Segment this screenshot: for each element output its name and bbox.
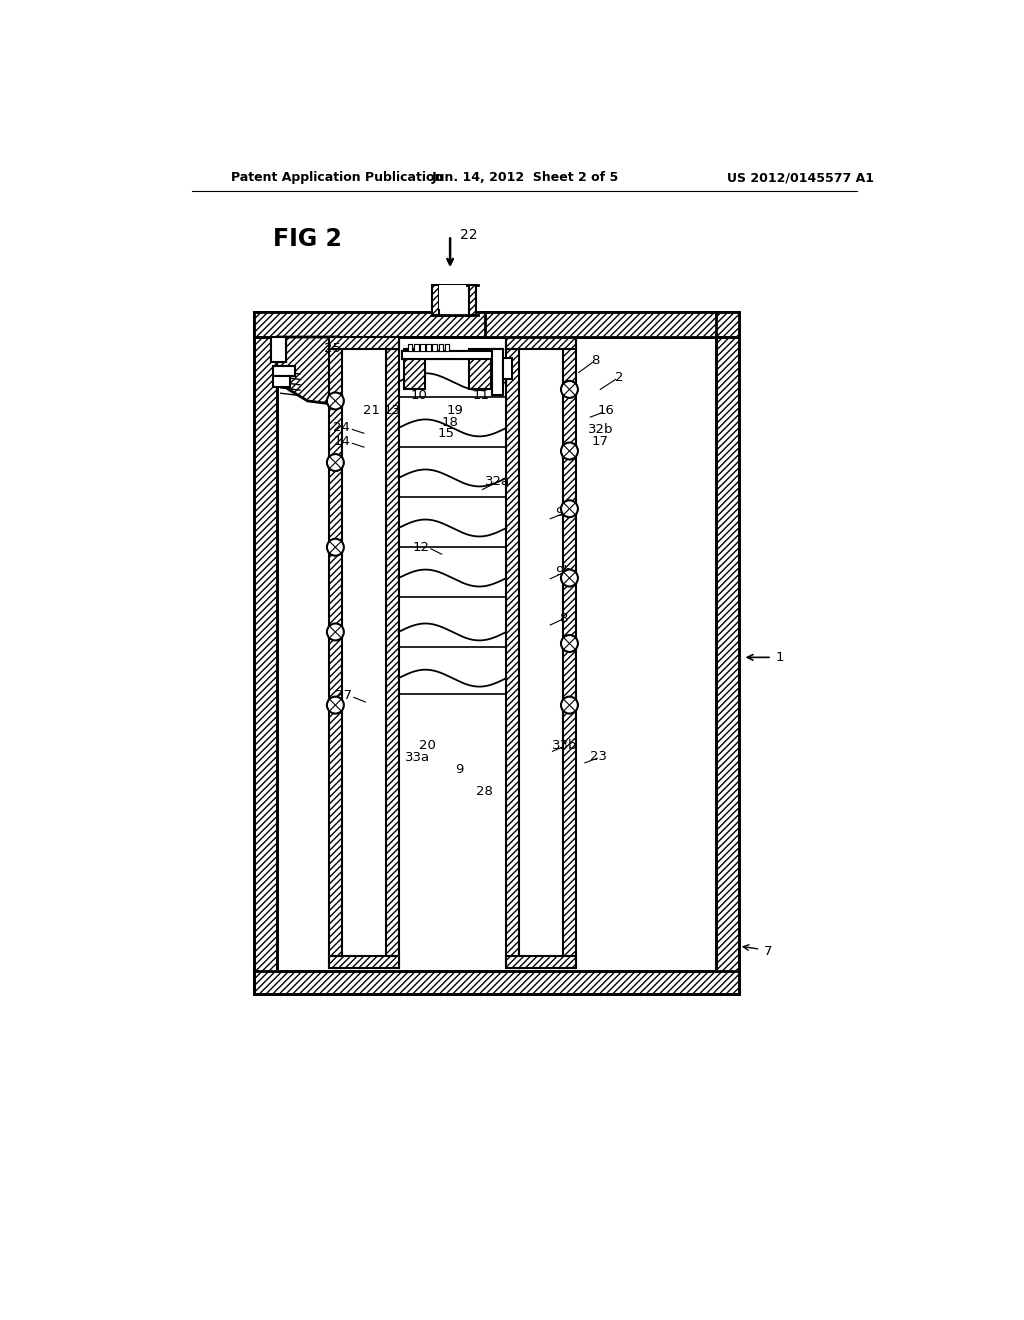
Bar [506, 956, 575, 969]
Text: 10: 10 [410, 389, 427, 403]
Text: 14: 14 [333, 436, 350, 449]
Bar [330, 337, 398, 350]
Circle shape [561, 697, 578, 714]
Bar [563, 337, 575, 969]
Text: 33b: 33b [552, 739, 578, 751]
Bar [342, 350, 386, 956]
Bar [444, 345, 450, 351]
Text: 21: 21 [364, 404, 380, 417]
Circle shape [561, 635, 578, 652]
Text: 7: 7 [764, 945, 772, 958]
Text: 9b: 9b [555, 565, 571, 578]
Text: 20: 20 [420, 739, 436, 751]
Circle shape [327, 454, 344, 471]
Circle shape [327, 392, 344, 409]
Bar [403, 350, 425, 389]
Text: 12: 12 [413, 541, 429, 554]
Bar [330, 956, 398, 969]
Text: FIG 2: FIG 2 [273, 227, 342, 251]
Circle shape [327, 623, 344, 640]
Bar [469, 285, 475, 314]
Circle shape [327, 697, 344, 714]
Text: 32b: 32b [588, 422, 613, 436]
Text: 16: 16 [598, 404, 614, 417]
Text: 9a: 9a [555, 506, 571, 519]
Bar [716, 313, 739, 994]
Text: 22: 22 [460, 228, 477, 243]
Text: Jun. 14, 2012  Sheet 2 of 5: Jun. 14, 2012 Sheet 2 of 5 [431, 172, 618, 185]
Bar [414, 345, 419, 351]
Bar [503, 358, 512, 379]
Text: Patent Application Publication: Patent Application Publication [230, 172, 443, 185]
Bar [484, 313, 716, 337]
Text: 8: 8 [559, 611, 567, 624]
Text: US 2012/0145577 A1: US 2012/0145577 A1 [727, 172, 873, 185]
Circle shape [561, 570, 578, 586]
Bar [270, 337, 286, 363]
Bar [408, 345, 413, 351]
Bar [254, 313, 739, 337]
Text: 19: 19 [447, 404, 464, 417]
Bar [330, 337, 342, 969]
Bar [506, 337, 575, 350]
Text: 28: 28 [476, 785, 494, 797]
Bar [254, 970, 739, 994]
Text: 9: 9 [455, 763, 464, 776]
Bar [438, 345, 443, 351]
Text: 26: 26 [434, 284, 451, 297]
Circle shape [561, 500, 578, 517]
Text: 17: 17 [592, 436, 608, 449]
Text: 13: 13 [384, 404, 400, 417]
Bar [432, 345, 437, 351]
Bar [273, 376, 290, 387]
Bar [432, 285, 472, 314]
Bar [518, 350, 563, 956]
Bar [432, 285, 438, 314]
Text: 27: 27 [335, 689, 351, 702]
Bar [420, 345, 425, 351]
Text: 11: 11 [472, 389, 489, 403]
Text: 15: 15 [438, 426, 455, 440]
Text: 18: 18 [441, 416, 459, 429]
Text: 24: 24 [333, 421, 350, 434]
Bar [402, 351, 497, 359]
Bar [426, 345, 431, 351]
Bar [273, 367, 295, 376]
Text: 32a: 32a [485, 475, 510, 488]
Polygon shape [276, 337, 339, 405]
Bar [386, 337, 398, 969]
Text: 26: 26 [433, 284, 452, 298]
Text: 33a: 33a [406, 751, 430, 764]
Bar [438, 285, 466, 309]
Bar [254, 313, 276, 994]
Bar [506, 337, 518, 969]
Text: 2: 2 [615, 371, 624, 384]
Circle shape [561, 381, 578, 397]
Text: 1: 1 [776, 651, 784, 664]
Text: 25: 25 [324, 342, 341, 355]
Circle shape [327, 539, 344, 556]
Text: 23: 23 [590, 750, 607, 763]
Text: 8: 8 [592, 354, 600, 367]
Circle shape [561, 442, 578, 459]
Bar [469, 350, 490, 389]
Bar [493, 348, 503, 395]
